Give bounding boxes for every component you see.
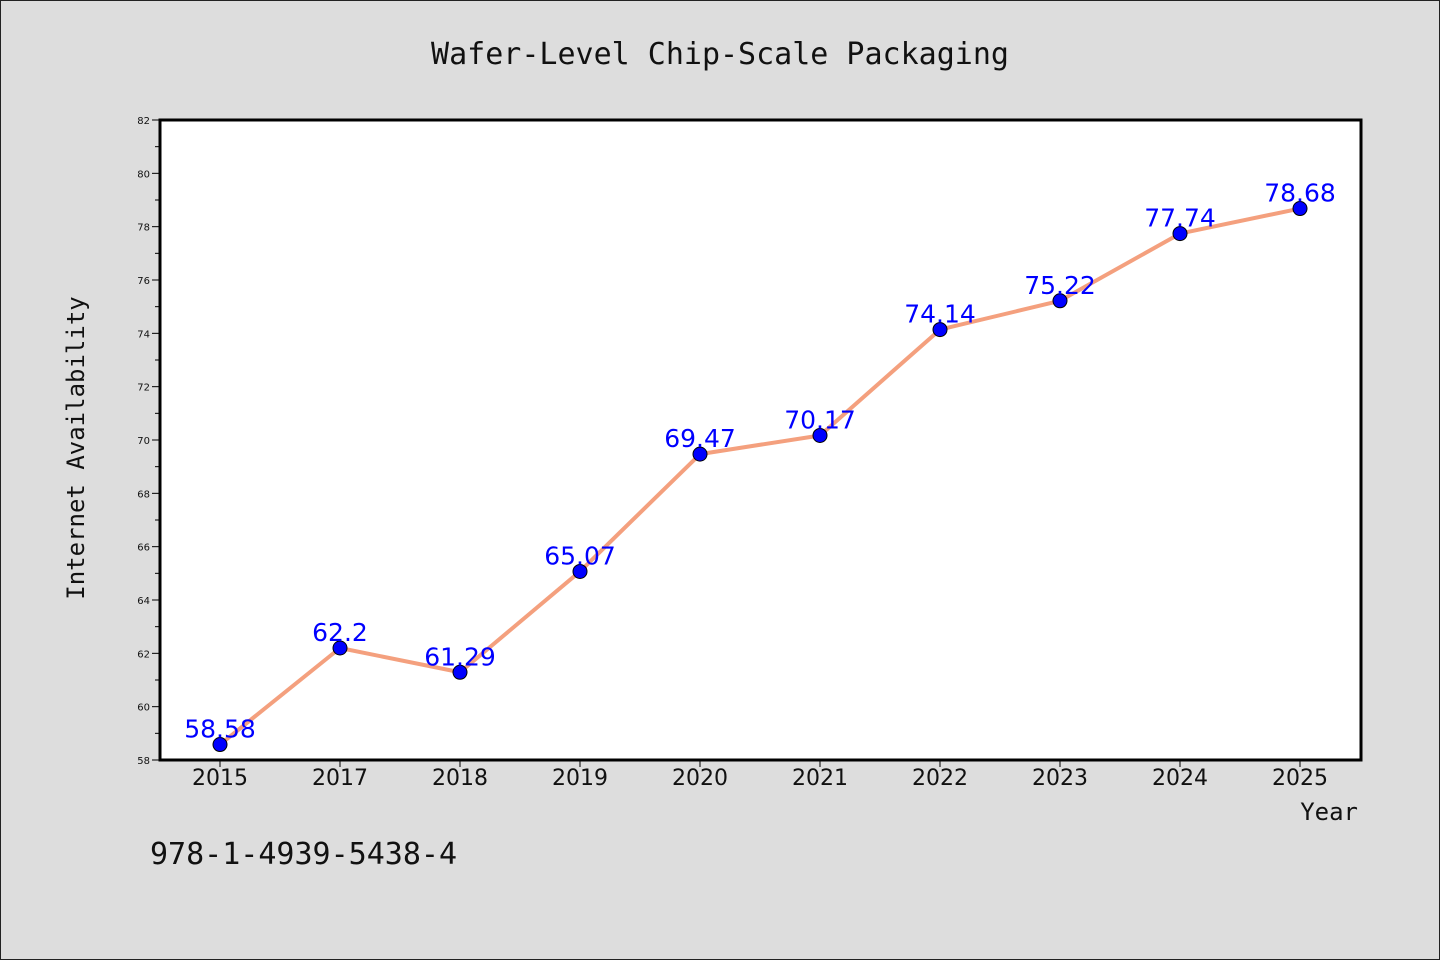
data-point xyxy=(452,664,468,680)
data-point xyxy=(932,322,948,338)
y-tick-label: 70 xyxy=(137,436,150,447)
y-tick-label: 82 xyxy=(137,116,150,127)
data-label: 75.22 xyxy=(1024,271,1096,300)
data-label: 69.47 xyxy=(664,424,736,453)
data-point xyxy=(212,737,228,753)
x-axis: 2015 2017 2018 2019 2020 2021 2022 2023 2024 2025 xyxy=(192,760,1328,791)
data-point xyxy=(1172,226,1188,242)
y-tick-label: 66 xyxy=(137,543,150,554)
x-tick-label: 2024 xyxy=(1152,766,1208,791)
x-axis-label: Year xyxy=(1300,798,1358,826)
y-axis: 58 60 62 64 66 68 70 72 74 76 78 80 82 xyxy=(137,116,160,767)
isbn-label: 978-1-4939-5438-4 xyxy=(150,837,457,872)
x-tick-label: 2017 xyxy=(312,766,368,791)
series-line xyxy=(218,206,1301,747)
x-tick-label: 2021 xyxy=(792,766,848,791)
chart-title: Wafer-Level Chip-Scale Packaging xyxy=(431,37,1009,72)
data-point xyxy=(812,427,828,443)
y-tick-label: 60 xyxy=(137,703,150,714)
data-label: 62.2 xyxy=(312,618,368,647)
x-tick-label: 2015 xyxy=(192,766,248,791)
data-point xyxy=(332,640,348,656)
y-tick-label: 64 xyxy=(137,596,150,607)
data-point xyxy=(1052,293,1068,309)
x-tick-label: 2020 xyxy=(672,766,728,791)
data-label: 77.74 xyxy=(1144,204,1216,233)
data-point xyxy=(572,563,588,579)
y-tick-label: 76 xyxy=(137,276,150,287)
y-tick-label: 78 xyxy=(137,223,150,234)
data-label: 70.17 xyxy=(784,405,856,434)
series-layer: 58.58 62.2 61.29 65.07 69.47 70.17 74.14 75.22 7… xyxy=(184,179,1336,753)
data-label: 58.58 xyxy=(184,715,256,744)
data-point xyxy=(1292,201,1308,217)
y-tick-label: 80 xyxy=(137,169,150,180)
data-label: 61.29 xyxy=(424,642,496,671)
x-tick-label: 2018 xyxy=(432,766,488,791)
y-tick-label: 58 xyxy=(137,756,150,767)
data-point xyxy=(692,446,708,462)
data-label: 65.07 xyxy=(544,541,616,570)
x-tick-label: 2019 xyxy=(552,766,608,791)
x-tick-label: 2023 xyxy=(1032,766,1088,791)
x-tick-label: 2025 xyxy=(1272,766,1328,791)
y-axis-label: Internet Availability xyxy=(62,296,90,599)
data-label: 74.14 xyxy=(904,300,976,329)
x-tick-label: 2022 xyxy=(912,766,968,791)
data-label: 78.68 xyxy=(1264,179,1336,208)
y-tick-label: 74 xyxy=(137,329,150,340)
y-tick-label: 68 xyxy=(137,489,150,500)
y-tick-label: 72 xyxy=(137,383,150,394)
y-tick-label: 62 xyxy=(137,649,150,660)
